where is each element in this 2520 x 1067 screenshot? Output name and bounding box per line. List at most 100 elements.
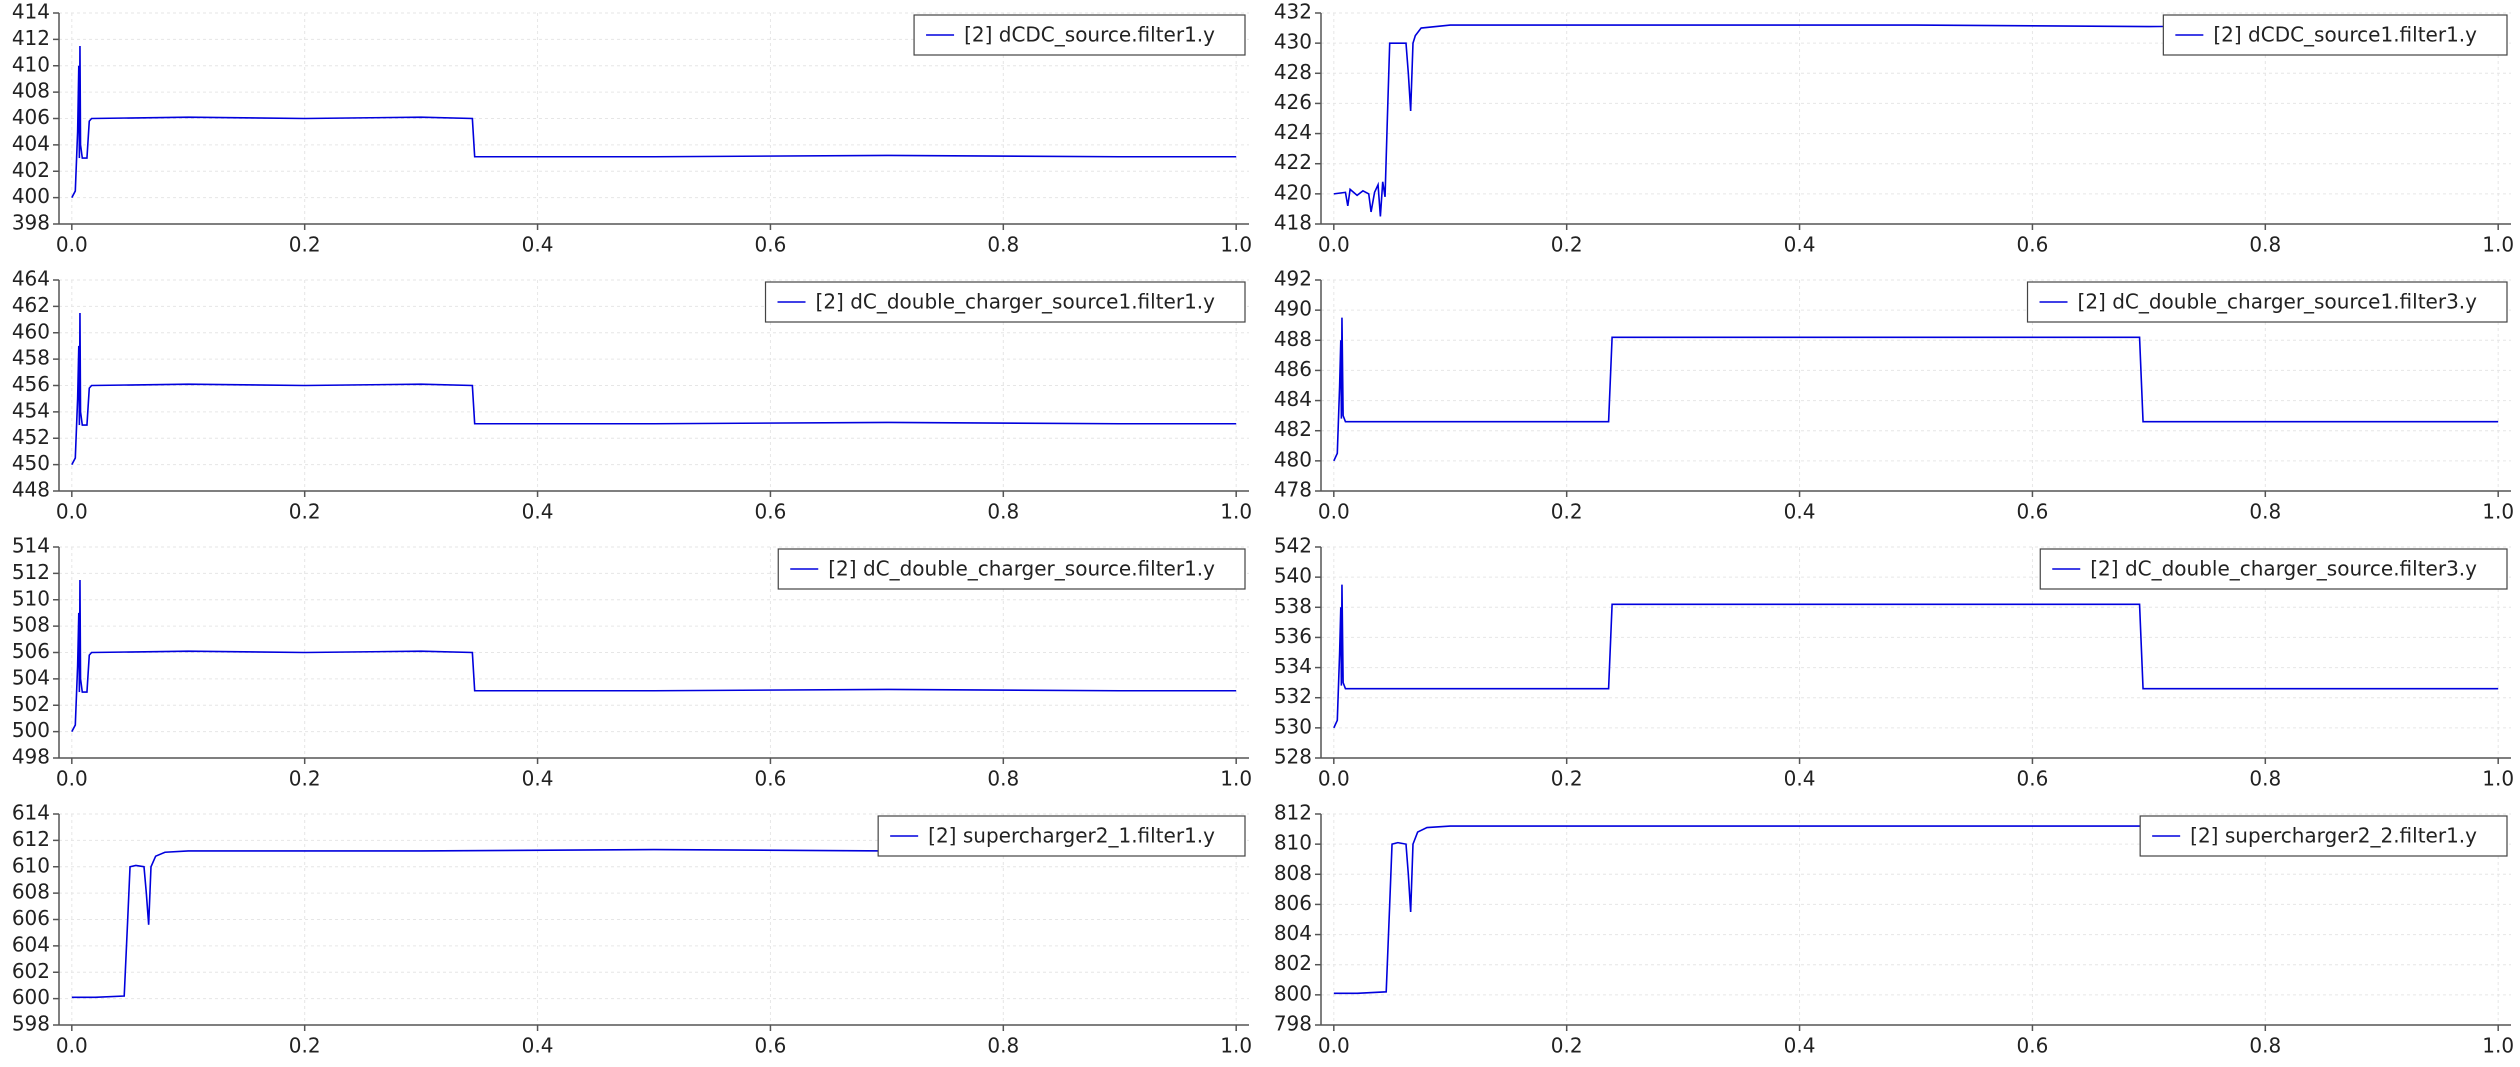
x-tick-label: 0.2 (289, 233, 321, 257)
y-tick-label: 450 (12, 451, 50, 475)
x-tick-label: 1.0 (1220, 500, 1252, 524)
x-tick-label: 0.8 (2249, 233, 2281, 257)
legend-box (2162, 14, 2508, 56)
y-tick-label: 612 (12, 827, 50, 851)
data-line (71, 45, 1237, 199)
y-tick-label: 808 (1274, 861, 1312, 885)
y-tick-label: 410 (12, 52, 50, 76)
y-tick-label: 806 (1274, 891, 1312, 915)
data-line (71, 848, 1237, 999)
x-tick-label: 0.8 (2249, 500, 2281, 524)
y-tick-label: 606 (12, 906, 50, 930)
y-tick-label: 398 (12, 211, 50, 235)
legend-box (2039, 548, 2508, 590)
y-tick-label: 504 (12, 665, 50, 689)
x-tick-label: 0.6 (2017, 500, 2049, 524)
x-tick-label: 0.4 (522, 500, 554, 524)
y-tick-label: 484 (1274, 387, 1312, 411)
legend-box (777, 548, 1246, 590)
y-tick-label: 800 (1274, 981, 1312, 1005)
legend-box (877, 815, 1246, 857)
y-tick-label: 598 (12, 1012, 50, 1036)
x-tick-label: 0.4 (1784, 500, 1816, 524)
y-tick-label: 482 (1274, 417, 1312, 441)
x-tick-label: 0.8 (2249, 1034, 2281, 1058)
x-tick-label: 0.6 (755, 1034, 787, 1058)
y-tick-label: 802 (1274, 951, 1312, 975)
y-tick-label: 538 (1274, 594, 1312, 618)
x-tick-label: 0.6 (755, 767, 787, 791)
x-tick-label: 0.0 (1318, 767, 1350, 791)
x-tick-label: 0.0 (56, 1034, 88, 1058)
x-tick-label: 0.0 (56, 500, 88, 524)
x-tick-label: 0.4 (1784, 1034, 1816, 1058)
x-tick-label: 1.0 (1220, 767, 1252, 791)
x-tick-label: 0.8 (987, 1034, 1019, 1058)
x-tick-label: 0.6 (2017, 233, 2049, 257)
x-tick-label: 0.2 (1551, 233, 1583, 257)
legend: [2] dC_double_charger_source1.filter1.y (764, 281, 1246, 323)
x-tick-label: 0.8 (987, 500, 1019, 524)
x-tick-label: 1.0 (2482, 767, 2514, 791)
y-tick-label: 488 (1274, 327, 1312, 351)
y-tick-label: 456 (12, 372, 50, 396)
y-tick-label: 408 (12, 79, 50, 103)
x-tick-label: 1.0 (2482, 233, 2514, 257)
y-tick-label: 608 (12, 880, 50, 904)
x-tick-label: 0.4 (522, 233, 554, 257)
y-tick-label: 514 (12, 534, 50, 558)
legend-label: [2] supercharger2_1.filter1.y (928, 824, 1215, 848)
y-tick-label: 400 (12, 184, 50, 208)
legend-box (2139, 815, 2508, 857)
y-tick-label: 798 (1274, 1012, 1312, 1036)
y-tick-label: 536 (1274, 624, 1312, 648)
x-tick-label: 0.6 (755, 233, 787, 257)
y-tick-label: 452 (12, 425, 50, 449)
x-tick-label: 0.4 (522, 1034, 554, 1058)
y-tick-label: 490 (1274, 297, 1312, 321)
y-tick-label: 810 (1274, 831, 1312, 855)
data-line (1333, 584, 2499, 729)
legend: [2] dC_double_charger_source.filter3.y (2039, 548, 2508, 590)
y-tick-label: 420 (1274, 180, 1312, 204)
y-tick-label: 506 (12, 639, 50, 663)
y-tick-label: 432 (1274, 0, 1312, 24)
x-tick-label: 0.0 (1318, 500, 1350, 524)
y-tick-label: 804 (1274, 921, 1312, 945)
y-tick-label: 600 (12, 985, 50, 1009)
y-tick-label: 422 (1274, 150, 1312, 174)
x-tick-label: 0.4 (522, 767, 554, 791)
y-tick-label: 404 (12, 131, 50, 155)
y-tick-label: 540 (1274, 564, 1312, 588)
legend-box (764, 281, 1246, 323)
y-tick-label: 424 (1274, 120, 1312, 144)
x-tick-label: 0.6 (755, 500, 787, 524)
y-tick-label: 478 (1274, 478, 1312, 502)
y-tick-label: 448 (12, 478, 50, 502)
y-tick-label: 428 (1274, 60, 1312, 84)
y-tick-label: 508 (12, 613, 50, 637)
y-tick-label: 502 (12, 692, 50, 716)
chart-panel: 528 530 532 534 536 538 540 542 0.0 0.2 0.4 0.6 0.8 1… (1274, 534, 2514, 791)
x-tick-label: 0.2 (289, 500, 321, 524)
x-tick-label: 0.8 (2249, 767, 2281, 791)
x-tick-label: 1.0 (1220, 233, 1252, 257)
chart-panel: 798 800 802 804 806 808 810 812 0.0 0.2 0.4 0.6 0.8 1… (1274, 801, 2514, 1058)
x-tick-label: 0.0 (1318, 233, 1350, 257)
legend-label: [2] dC_double_charger_source1.filter3.y (2078, 290, 2478, 314)
y-tick-label: 418 (1274, 211, 1312, 235)
legend-label: [2] dC_double_charger_source1.filter1.y (816, 290, 1216, 314)
y-tick-label: 414 (12, 0, 50, 24)
legend-box (2026, 281, 2508, 323)
y-tick-label: 486 (1274, 357, 1312, 381)
y-tick-label: 460 (12, 319, 50, 343)
y-tick-label: 492 (1274, 267, 1312, 291)
y-tick-label: 604 (12, 932, 50, 956)
data-line (1333, 24, 2499, 217)
legend-label: [2] dC_double_charger_source.filter3.y (2090, 557, 2477, 581)
y-tick-label: 480 (1274, 447, 1312, 471)
chart-panel: 478 480 482 484 486 488 490 492 0.0 0.2 0.4 0.6 0.8 1… (1274, 267, 2514, 524)
